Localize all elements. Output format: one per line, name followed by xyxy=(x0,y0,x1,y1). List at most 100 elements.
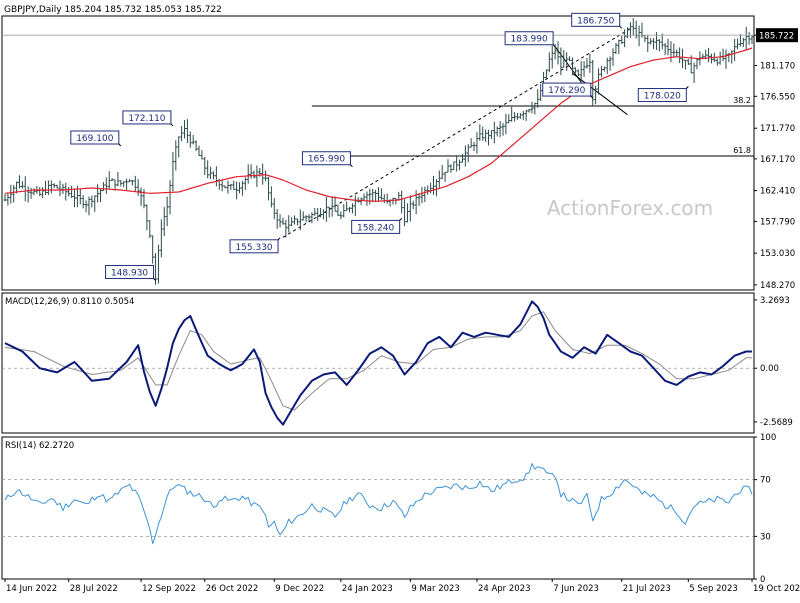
ohlc-bar xyxy=(133,175,137,192)
ohlc-bar xyxy=(626,27,629,39)
macd-axis-label: 0.00 xyxy=(760,364,779,374)
ohlc-bar xyxy=(107,171,111,189)
ohlc-bar xyxy=(660,33,664,50)
ohlc-bar xyxy=(576,69,580,77)
ohlc-bar xyxy=(530,101,534,114)
ohlc-bar xyxy=(264,170,267,182)
ohlc-bar xyxy=(125,178,129,191)
x-axis-label: 24 Jan 2023 xyxy=(342,584,393,594)
ohlc-bar xyxy=(235,181,239,200)
ohlc-bar xyxy=(744,26,748,51)
ohlc-bar xyxy=(139,187,143,206)
ohlc-bar xyxy=(214,166,218,187)
price-label-box xyxy=(70,130,120,145)
price-axis-label: 157.790 xyxy=(760,217,795,227)
ohlc-bar xyxy=(562,49,566,68)
ohlc-bar xyxy=(400,190,404,214)
ohlc-bar xyxy=(718,51,722,65)
ohlc-bar xyxy=(104,177,108,194)
watermark: ActionForex.com xyxy=(547,196,713,220)
macd-axis-label: -2.5689 xyxy=(760,418,793,428)
price-label: 178.020 xyxy=(644,92,681,102)
ohlc-bar xyxy=(478,124,482,141)
ohlc-bar xyxy=(116,171,120,187)
price-label-leader xyxy=(170,123,174,127)
fib-label-61.8: 61.8 xyxy=(733,146,751,155)
chart-header: GBPJPY,Daily 185.204 185.732 185.053 185… xyxy=(4,5,222,15)
ohlc-bar xyxy=(177,136,181,158)
ohlc-bar xyxy=(336,204,340,216)
ohlc-bar xyxy=(374,189,378,202)
ohlc-bar xyxy=(634,20,638,39)
ohlc-bar xyxy=(684,59,687,70)
ohlc-bar xyxy=(9,184,13,204)
ohlc-bar xyxy=(721,48,725,62)
ohlc-bar xyxy=(573,67,577,74)
x-axis-label: 26 Oct 2022 xyxy=(206,584,259,594)
ohlc-bar xyxy=(414,190,418,215)
price-label-box xyxy=(571,12,621,27)
ohlc-bar xyxy=(707,47,710,63)
ohlc-bar xyxy=(510,106,514,122)
ohlc-bar xyxy=(351,203,354,214)
ohlc-bar xyxy=(750,35,754,45)
ohlc-bar xyxy=(536,89,540,108)
ohlc-bar xyxy=(41,186,45,199)
ohlc-bar xyxy=(455,155,459,172)
ohlc-bar xyxy=(672,43,676,57)
ohlc-bar xyxy=(446,159,450,173)
ohlc-bar xyxy=(637,25,641,47)
ohlc-bar xyxy=(330,197,334,217)
ohlc-bar xyxy=(377,186,380,202)
ohlc-bar xyxy=(301,211,305,221)
ohlc-bar xyxy=(348,206,351,213)
ohlc-bar xyxy=(29,187,33,199)
ohlc-bar xyxy=(507,114,511,124)
ohlc-bar xyxy=(490,130,493,140)
ohlc-bar xyxy=(594,85,598,105)
ohlc-bar xyxy=(252,170,256,179)
ohlc-bar xyxy=(316,208,320,222)
ohlc-bar xyxy=(461,153,464,163)
ohlc-bar xyxy=(559,47,563,76)
ohlc-bar xyxy=(663,43,667,56)
price-label: 165.990 xyxy=(308,155,345,165)
ohlc-bar xyxy=(513,112,516,122)
ohlc-bar xyxy=(174,140,178,171)
ohlc-bar xyxy=(159,219,163,258)
ohlc-bar xyxy=(403,199,406,227)
ohlc-bar xyxy=(382,194,386,204)
ohlc-bar xyxy=(463,145,467,167)
ohlc-bar xyxy=(200,150,204,160)
ohlc-bar xyxy=(136,179,140,196)
rsi-line xyxy=(4,463,753,545)
price-label-leader xyxy=(552,44,556,48)
ohlc-bar xyxy=(472,142,476,152)
price-label: 155.330 xyxy=(235,243,272,253)
ohlc-bar xyxy=(362,193,366,201)
ohlc-bar xyxy=(365,191,369,206)
ohlc-bar xyxy=(747,32,751,45)
ohlc-bar xyxy=(154,253,157,285)
ohlc-bar xyxy=(475,132,479,154)
ohlc-bar xyxy=(293,215,296,225)
ohlc-bar xyxy=(23,176,27,202)
ohlc-bar xyxy=(736,38,739,50)
price-axis-label: 181.170 xyxy=(760,62,795,72)
ohlc-bar xyxy=(145,204,149,231)
ohlc-bar xyxy=(385,193,389,204)
ohlc-bar xyxy=(229,183,233,190)
ohlc-bar xyxy=(122,181,126,188)
ohlc-bar xyxy=(701,53,705,59)
ohlc-bar xyxy=(261,163,265,185)
rsi-axis-label: 100 xyxy=(760,433,776,443)
macd-axis-label: 3.2693 xyxy=(760,296,790,306)
ohlc-bar xyxy=(148,220,152,238)
ohlc-bar xyxy=(84,200,88,213)
ohlc-bar xyxy=(243,177,247,190)
ohlc-bar xyxy=(44,180,47,196)
ohlc-bar xyxy=(649,38,653,45)
ohlc-bar xyxy=(397,191,401,201)
ohlc-bar xyxy=(188,131,192,148)
ohlc-bar xyxy=(417,193,421,206)
